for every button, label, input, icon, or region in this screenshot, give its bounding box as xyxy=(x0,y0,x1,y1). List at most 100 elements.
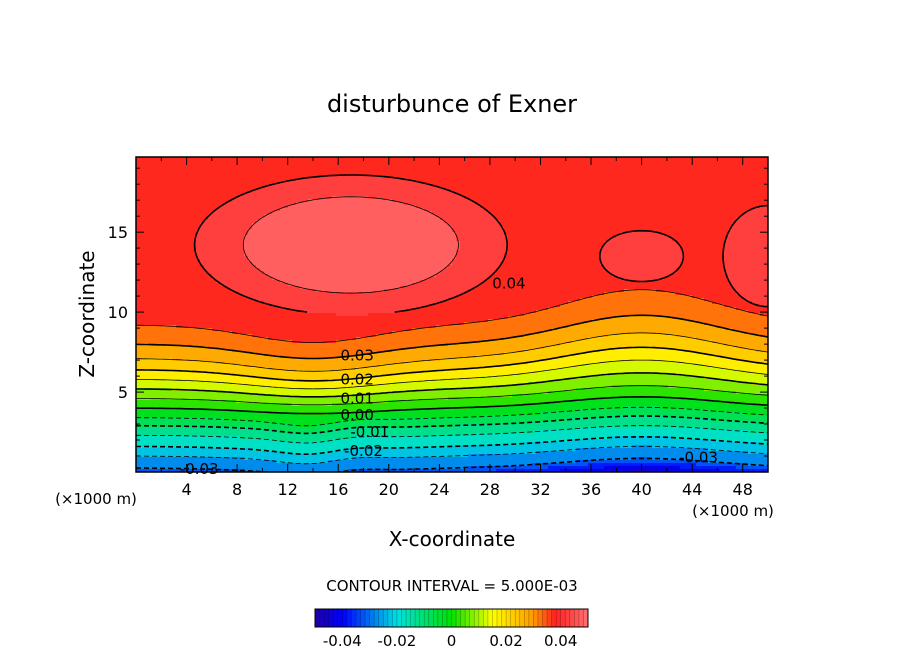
field-cell xyxy=(728,202,733,206)
field-cell xyxy=(696,175,701,179)
field-cell xyxy=(264,160,269,164)
field-cell xyxy=(484,202,489,206)
field-cell xyxy=(264,244,269,248)
field-cell xyxy=(432,163,437,167)
field-cell xyxy=(668,226,673,230)
field-cell xyxy=(636,223,641,227)
field-cell xyxy=(216,208,221,212)
field-cell xyxy=(160,163,165,167)
field-cell xyxy=(280,217,285,221)
field-cell xyxy=(748,172,753,176)
field-cell xyxy=(328,226,333,230)
field-cell xyxy=(352,208,357,212)
field-cell xyxy=(368,235,373,239)
field-cell xyxy=(512,169,517,173)
field-cell xyxy=(556,244,561,248)
field-cell xyxy=(304,196,309,200)
field-cell xyxy=(288,235,293,239)
field-cell xyxy=(708,166,713,170)
field-cell xyxy=(324,157,329,161)
field-cell xyxy=(140,157,145,161)
field-cell xyxy=(296,202,301,206)
field-cell xyxy=(300,187,305,191)
field-cell xyxy=(660,172,665,176)
field-cell xyxy=(756,190,761,194)
field-cell xyxy=(524,157,529,161)
field-cell xyxy=(460,247,465,251)
field-cell xyxy=(472,190,477,194)
field-cell xyxy=(584,199,589,203)
field-cell xyxy=(548,238,553,242)
field-cell xyxy=(308,178,313,182)
field-cell xyxy=(144,184,149,188)
field-cell xyxy=(436,163,441,167)
field-cell xyxy=(292,250,297,254)
field-cell xyxy=(272,250,277,254)
field-cell xyxy=(220,196,225,200)
field-cell xyxy=(152,181,157,185)
field-cell xyxy=(684,175,689,179)
field-cell xyxy=(160,184,165,188)
field-cell xyxy=(612,226,617,230)
field-cell xyxy=(308,199,313,203)
field-cell xyxy=(700,160,705,164)
field-cell xyxy=(752,202,757,206)
field-cell xyxy=(512,202,517,206)
field-cell xyxy=(220,217,225,221)
field-cell xyxy=(144,247,149,251)
field-cell xyxy=(356,226,361,230)
field-cell xyxy=(448,232,453,236)
field-cell xyxy=(408,208,413,212)
field-cell xyxy=(428,169,433,173)
field-cell xyxy=(148,199,153,203)
field-cell xyxy=(560,220,565,224)
field-cell xyxy=(740,169,745,173)
field-cell xyxy=(564,220,569,224)
field-cell xyxy=(668,169,673,173)
field-cell xyxy=(152,175,157,179)
field-cell xyxy=(336,181,341,185)
field-cell xyxy=(652,172,657,176)
field-cell xyxy=(604,178,609,182)
field-cell xyxy=(404,166,409,170)
field-cell xyxy=(620,229,625,233)
field-cell xyxy=(520,235,525,239)
field-cell xyxy=(136,175,141,179)
field-cell xyxy=(240,199,245,203)
field-cell xyxy=(684,235,689,239)
field-cell xyxy=(356,247,361,251)
field-cell xyxy=(348,190,353,194)
field-cell xyxy=(672,172,677,176)
field-cell xyxy=(516,229,521,233)
field-cell xyxy=(268,223,273,227)
field-cell xyxy=(524,217,529,221)
field-cell xyxy=(628,196,633,200)
field-cell xyxy=(332,241,337,245)
field-cell xyxy=(356,214,361,218)
field-cell xyxy=(308,166,313,170)
field-cell xyxy=(568,187,573,191)
field-cell xyxy=(652,226,657,230)
field-cell xyxy=(312,238,317,242)
field-cell xyxy=(160,181,165,185)
field-cell xyxy=(480,235,485,239)
field-cell xyxy=(684,211,689,215)
field-cell xyxy=(172,184,177,188)
field-cell xyxy=(596,235,601,239)
field-cell xyxy=(520,178,525,182)
field-cell xyxy=(360,211,365,215)
field-cell xyxy=(636,247,641,251)
field-cell xyxy=(148,166,153,170)
field-cell xyxy=(364,166,369,170)
field-cell xyxy=(576,211,581,215)
field-cell xyxy=(428,196,433,200)
field-cell xyxy=(396,217,401,221)
field-cell xyxy=(652,217,657,221)
field-cell xyxy=(480,208,485,212)
field-cell xyxy=(416,199,421,203)
field-cell xyxy=(752,220,757,224)
field-cell xyxy=(624,199,629,203)
field-cell xyxy=(268,226,273,230)
field-cell xyxy=(152,244,157,248)
field-cell xyxy=(236,163,241,167)
